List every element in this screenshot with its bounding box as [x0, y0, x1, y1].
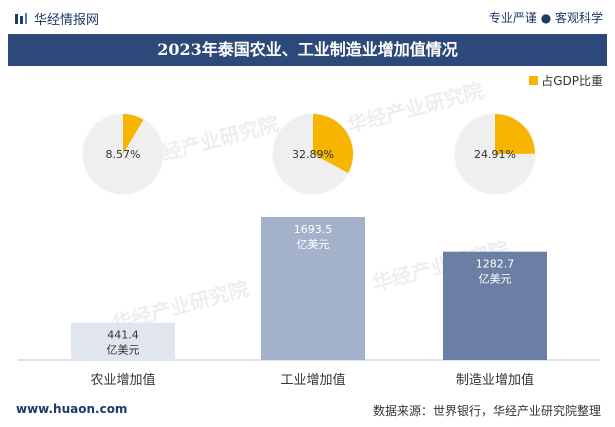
bar	[261, 217, 365, 360]
bar-unit-label: 亿美元	[479, 273, 512, 286]
brand[interactable]: 华经情报网	[14, 9, 99, 28]
legend-swatch	[529, 76, 539, 85]
bar	[71, 322, 175, 360]
pie-percent-label: 32.89%	[292, 148, 334, 161]
x-tick-label: 制造业增加值	[456, 372, 534, 388]
bar-value-label: 1693.5	[294, 223, 333, 236]
pie-share-slice	[495, 114, 535, 154]
footer-source: 数据来源：世界银行，华经产业研究院整理	[372, 404, 601, 418]
bar-value-label: 441.4	[107, 329, 139, 342]
bar-unit-label: 亿美元	[297, 238, 330, 251]
pie-percent-label: 24.91%	[474, 148, 516, 161]
legend: 占GDP比重	[529, 72, 603, 89]
pie-percent-label: 8.57%	[106, 148, 141, 161]
chart-title: 2023年泰国农业、工业制造业增加值情况	[8, 34, 607, 66]
pie-share-slice	[313, 114, 353, 174]
pie-share-slice	[123, 114, 144, 154]
top-bar: 华经情报网 专业严谨 ● 客观科学	[0, 0, 615, 34]
bar-unit-label: 亿美元	[107, 344, 140, 357]
x-tick-label: 农业增加值	[90, 372, 155, 388]
brand-name: 华经情报网	[34, 13, 100, 28]
legend-label: 占GDP比重	[541, 74, 603, 88]
slogan: 专业严谨 ● 客观科学	[488, 11, 603, 25]
bar-value-label: 1282.7	[476, 258, 515, 271]
brand-logo-icon	[15, 12, 27, 24]
footer-site[interactable]: www.huaon.com	[16, 402, 128, 416]
x-tick-label: 工业增加值	[280, 372, 345, 388]
bar	[443, 251, 547, 360]
